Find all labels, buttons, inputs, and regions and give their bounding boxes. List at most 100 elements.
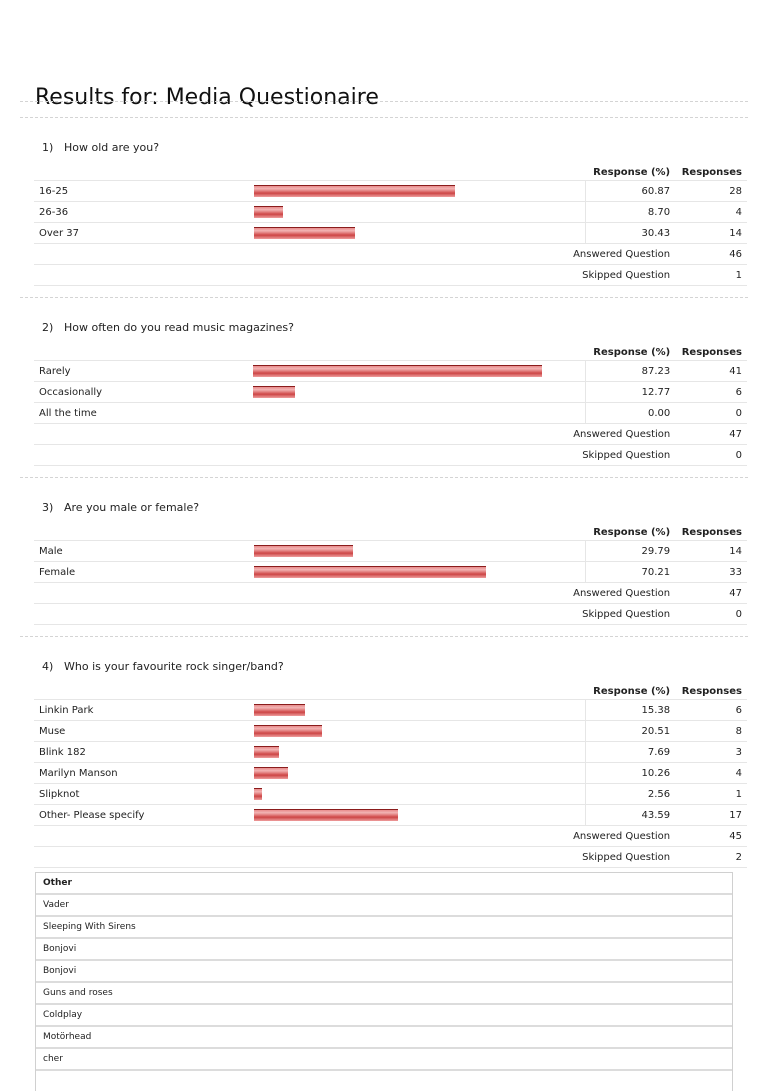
answer-label: Marilyn Manson	[34, 762, 250, 784]
table-row: Other- Please specify 43.59 17	[34, 804, 747, 826]
response-bar	[253, 185, 455, 197]
response-bar	[253, 386, 296, 398]
list-item: Motörhead	[36, 1027, 732, 1049]
skipped-count: 2	[672, 846, 747, 868]
table-row: 26-36 8.70 4	[34, 201, 747, 223]
table-row: All the time 0.00 0	[34, 402, 747, 424]
answered-count: 45	[672, 825, 747, 847]
response-pct: 2.56	[585, 783, 673, 805]
list-item	[36, 1071, 732, 1091]
list-item: Sleeping With Sirens	[36, 917, 732, 939]
skipped-label: Skipped Question	[34, 603, 673, 625]
response-count: 4	[672, 762, 747, 784]
skipped-row: Skipped Question 0	[34, 444, 747, 466]
response-bar	[253, 545, 353, 557]
other-responses-header: Other	[36, 873, 732, 895]
skipped-count: 0	[672, 603, 747, 625]
results-table: Response (%) Responses 16-25 60.87 28 26-3…	[34, 164, 747, 286]
response-count: 28	[672, 180, 747, 202]
answer-label: 16-25	[34, 180, 249, 202]
divider	[20, 477, 748, 478]
response-bar	[254, 725, 323, 737]
table-row: Male 29.79 14	[34, 540, 747, 562]
response-count: 1	[672, 783, 747, 805]
column-header-response-pct: Response (%)	[585, 164, 673, 181]
response-pct: 70.21	[585, 561, 673, 583]
answer-label: Rarely	[34, 360, 249, 382]
results-table: Response (%) Responses Linkin Park 15.38 6…	[34, 683, 747, 868]
answer-label: Male	[34, 540, 249, 562]
response-count: 41	[672, 360, 747, 382]
list-item: Guns and roses	[36, 983, 732, 1005]
list-item: Bonjovi	[36, 961, 732, 983]
question-heading: 4) Who is your favourite rock singer/band…	[34, 660, 748, 676]
response-count: 14	[672, 222, 747, 244]
answered-label: Answered Question	[34, 582, 673, 604]
response-bar	[253, 206, 283, 218]
response-count: 3	[672, 741, 747, 763]
response-pct: 0.00	[585, 402, 673, 424]
response-pct: 10.26	[585, 762, 673, 784]
skipped-label: Skipped Question	[34, 444, 673, 466]
response-bar	[254, 746, 280, 758]
response-pct: 29.79	[585, 540, 673, 562]
column-header-responses: Responses	[672, 164, 747, 181]
table-row: Female 70.21 33	[34, 561, 747, 583]
table-row: Linkin Park 15.38 6	[34, 699, 747, 721]
list-item: cher	[36, 1049, 732, 1071]
response-bar	[254, 809, 399, 821]
response-count: 17	[672, 804, 747, 826]
divider	[20, 101, 748, 102]
response-pct: 8.70	[585, 201, 673, 223]
response-count: 33	[672, 561, 747, 583]
response-bar	[253, 365, 543, 377]
question-heading: 2) How often do you read music magazines?	[34, 321, 748, 337]
answered-count: 47	[672, 423, 747, 445]
response-count: 0	[672, 402, 747, 424]
column-header-responses: Responses	[672, 524, 747, 541]
table-row: Marilyn Manson 10.26 4	[34, 762, 747, 784]
skipped-row: Skipped Question 0	[34, 603, 747, 625]
response-pct: 7.69	[585, 741, 673, 763]
question-text: How often do you read music magazines?	[64, 321, 294, 334]
answered-row: Answered Question 47	[34, 423, 747, 445]
column-header-response-pct: Response (%)	[585, 524, 673, 541]
table-row: 16-25 60.87 28	[34, 180, 747, 202]
response-pct: 87.23	[585, 360, 673, 382]
response-count: 6	[672, 381, 747, 403]
question-number: 4)	[42, 660, 54, 673]
question-heading: 1) How old are you?	[34, 141, 748, 157]
table-row: Slipknot 2.56 1	[34, 783, 747, 805]
other-responses-list: Other Vader Sleeping With Sirens Bonjovi…	[35, 872, 733, 1091]
answered-row: Answered Question 45	[34, 825, 747, 847]
response-count: 8	[672, 720, 747, 742]
page-title: Results for: Media Questionaire	[35, 84, 379, 110]
skipped-count: 1	[672, 264, 747, 286]
results-table: Response (%) Responses Rarely 87.23 41 Occ…	[34, 344, 747, 466]
answer-label: Slipknot	[34, 783, 250, 805]
divider	[20, 636, 748, 637]
question-text: Who is your favourite rock singer/band?	[64, 660, 284, 673]
column-header-responses: Responses	[672, 683, 747, 700]
skipped-row: Skipped Question 2	[34, 846, 747, 868]
table-row: Blink 182 7.69 3	[34, 741, 747, 763]
response-bar	[253, 566, 486, 578]
question-text: Are you male or female?	[64, 501, 200, 514]
response-pct: 12.77	[585, 381, 673, 403]
table-row: Muse 20.51 8	[34, 720, 747, 742]
response-count: 14	[672, 540, 747, 562]
response-bar	[253, 227, 355, 239]
table-row: Over 37 30.43 14	[34, 222, 747, 244]
answered-row: Answered Question 46	[34, 243, 747, 265]
answered-label: Answered Question	[34, 423, 673, 445]
divider	[20, 297, 748, 298]
response-pct: 15.38	[585, 699, 673, 721]
response-pct: 30.43	[585, 222, 673, 244]
response-pct: 20.51	[585, 720, 673, 742]
response-bar	[254, 704, 306, 716]
question-number: 3)	[42, 501, 54, 514]
response-pct: 60.87	[585, 180, 673, 202]
answer-label: Linkin Park	[34, 699, 250, 721]
question-text: How old are you?	[64, 141, 160, 154]
skipped-row: Skipped Question 1	[34, 264, 747, 286]
